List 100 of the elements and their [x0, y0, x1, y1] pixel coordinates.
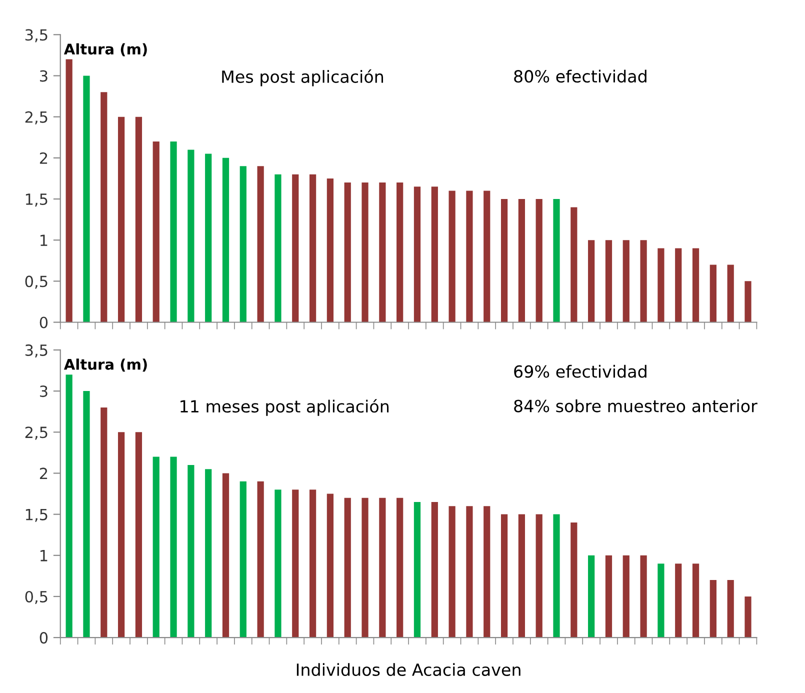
y-tick-label: 3 [40, 386, 48, 398]
y-tick-label: 2 [40, 468, 48, 480]
bar [66, 59, 72, 322]
bar [292, 490, 299, 638]
bar [710, 580, 716, 638]
y-tick-label: 1,5 [26, 194, 48, 207]
bar [379, 182, 386, 322]
y-tick-label: 3,5 [25, 29, 48, 42]
bar [379, 498, 386, 638]
y-tick-label: 3,5 [25, 344, 48, 358]
bar [344, 182, 351, 322]
bar [744, 281, 752, 322]
bar [622, 240, 630, 322]
y-tick-label: 0 [40, 632, 48, 644]
x-axis-title: Individuos de Acacia caven [296, 663, 520, 676]
bar [118, 116, 125, 322]
bar [83, 76, 90, 322]
bar [658, 564, 664, 638]
bar [414, 186, 421, 322]
annotation: Mes post aplicación [222, 69, 384, 86]
bar [274, 174, 282, 322]
bar [66, 374, 72, 638]
bar [466, 506, 473, 638]
y-tick-label: 3 [40, 70, 48, 82]
bar [396, 182, 404, 322]
bar [396, 498, 404, 638]
bar [431, 502, 438, 638]
bar [640, 240, 647, 322]
bar [710, 264, 716, 322]
annotation: 11 meses post aplicación [180, 399, 389, 416]
bar [518, 514, 525, 638]
annotation: 69% efectividad [514, 364, 646, 378]
bar [83, 391, 90, 638]
bar [100, 92, 108, 322]
bar [414, 502, 421, 638]
bar [692, 564, 700, 638]
bar [152, 141, 160, 322]
bar [240, 481, 246, 638]
bar [309, 174, 316, 322]
bar [500, 514, 508, 638]
y-tick-label: 1,5 [26, 508, 48, 522]
y-axis-title: Altura (m) [64, 43, 147, 56]
bar [205, 154, 212, 322]
bar [170, 456, 177, 638]
y-tick-label: 2,5 [25, 111, 48, 124]
y-tick-label: 1 [40, 234, 48, 246]
annotation: 84% sobre muestreo anterior [514, 399, 758, 412]
bar [622, 555, 630, 638]
y-tick-label: 0 [40, 316, 48, 328]
bar [431, 186, 438, 322]
bar [257, 166, 264, 322]
bar [309, 490, 316, 638]
bar [570, 522, 578, 638]
y-tick-label: 0,5 [25, 276, 48, 289]
bar [152, 456, 160, 638]
bar [675, 564, 682, 638]
bar [448, 506, 456, 638]
bar [553, 198, 560, 322]
bar [536, 514, 542, 638]
bar [188, 465, 194, 638]
bar [257, 481, 264, 638]
bar [536, 198, 542, 322]
annotation: 80% efectividad [514, 70, 646, 83]
bar [727, 264, 734, 322]
bar [240, 166, 246, 322]
bar [484, 506, 490, 638]
bar [362, 498, 368, 638]
bar [292, 174, 299, 322]
bar [135, 432, 142, 638]
bar [640, 555, 647, 638]
y-tick-label: 2,5 [25, 426, 48, 440]
bar [588, 240, 595, 322]
bar [326, 178, 334, 322]
bar [744, 596, 752, 638]
bar [100, 407, 108, 638]
bar [692, 248, 700, 322]
bar [727, 580, 734, 638]
bar [500, 198, 508, 322]
y-tick-label: 0,5 [25, 590, 48, 604]
bar [448, 190, 456, 322]
bar [605, 555, 612, 638]
bar [118, 432, 125, 638]
bar [222, 473, 230, 638]
bar [362, 182, 368, 322]
bar [675, 248, 682, 322]
bar [518, 198, 525, 322]
bar [484, 190, 490, 322]
bar [344, 498, 351, 638]
bar [222, 158, 230, 322]
bar [188, 150, 194, 322]
bar [605, 240, 612, 322]
bar [553, 514, 560, 638]
y-axis-title: Altura (m) [64, 358, 147, 372]
bar [588, 555, 595, 638]
bar [570, 207, 578, 322]
bar [326, 494, 334, 638]
bar [135, 116, 142, 322]
bar [205, 469, 212, 638]
bar [170, 141, 177, 322]
bar [274, 490, 282, 638]
